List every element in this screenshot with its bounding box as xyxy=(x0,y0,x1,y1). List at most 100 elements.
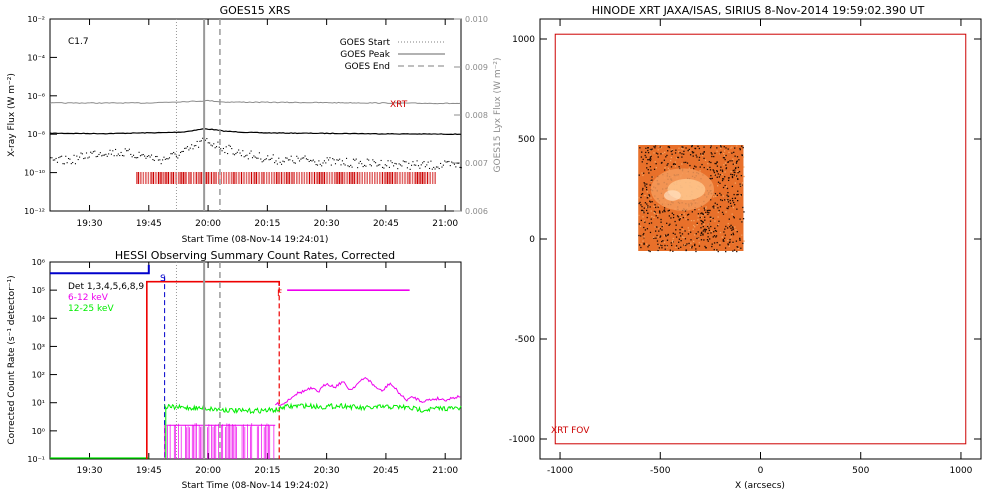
xrt-image-pixel xyxy=(713,242,716,244)
xrt-image-pixel xyxy=(670,217,672,219)
xrt-image-pixel xyxy=(698,238,700,240)
goes-short-channel-point xyxy=(137,157,139,159)
goes-short-channel-point xyxy=(142,153,144,156)
xrt-image-pixel xyxy=(681,214,683,216)
xrt-image-pixel xyxy=(698,242,700,244)
xrt-y-tick-label: 1000 xyxy=(512,35,535,45)
xrt-image-pixel xyxy=(701,163,703,166)
xrt-image-pixel xyxy=(724,184,726,187)
xrt-image-pixel xyxy=(678,219,681,221)
xrt-image-pixel xyxy=(667,210,669,212)
xrt-image-pixel xyxy=(710,230,713,232)
xrt-image-pixel xyxy=(707,240,709,242)
xrt-image-pixel xyxy=(675,245,678,247)
goes-short-channel-point xyxy=(265,158,267,160)
xrt-image-pixel xyxy=(666,222,668,224)
xrt-image-pixel xyxy=(649,159,652,162)
xrt-image-pixel xyxy=(661,240,663,243)
goes-short-channel-point xyxy=(214,147,216,149)
xrt-image-pixel xyxy=(675,229,677,231)
xrt-image-pixel xyxy=(705,206,707,208)
xrt-image-pixel xyxy=(714,152,716,154)
xrt-fov-box xyxy=(554,33,967,445)
xrt-image-pixel xyxy=(710,217,712,219)
xrt-image-pixel xyxy=(727,191,729,194)
xrt-image-pixel xyxy=(702,230,704,232)
xrt-image-pixel xyxy=(701,231,703,234)
xrt-image-pixel xyxy=(719,182,721,185)
xrt-image-pixel xyxy=(640,196,642,199)
xrt-image-pixel xyxy=(719,145,722,147)
xrt-image-pixel xyxy=(679,232,681,234)
xrt-image-pixel xyxy=(679,235,682,237)
goes-short-channel-point xyxy=(59,156,61,158)
xrt-image-pixel xyxy=(641,161,643,163)
goes-short-channel-point xyxy=(404,161,406,163)
goes-short-channel-point xyxy=(170,153,172,155)
xrt-image-pixel xyxy=(678,151,680,153)
xrt-image-pixel xyxy=(645,189,648,191)
goes-short-channel-point xyxy=(213,143,215,145)
xrt-image-pixel xyxy=(727,243,729,245)
xrt-image-pixel xyxy=(687,149,689,152)
xrt-image-pixel xyxy=(694,226,696,228)
goes-short-channel-point xyxy=(398,163,400,165)
xrt-image-pixel xyxy=(654,145,657,147)
xrt-image-pixel xyxy=(722,178,725,180)
goes-short-channel-point xyxy=(319,163,321,165)
xrt-image-pixel xyxy=(731,174,734,176)
xrt-image-pixel xyxy=(701,223,703,225)
goes-y2-tick-label: 0.008 xyxy=(465,111,488,120)
xrt-image-pixel xyxy=(650,158,652,160)
xrt-image-pixel xyxy=(697,231,699,233)
goes-short-channel-point xyxy=(357,167,359,169)
goes-short-channel-point xyxy=(419,167,421,169)
xrt-image-pixel xyxy=(663,241,666,243)
goes-short-channel-point xyxy=(120,151,122,154)
goes-short-channel-point xyxy=(301,157,303,159)
goes-short-channel-point xyxy=(263,160,265,162)
xrt-image-pixel xyxy=(664,234,667,236)
xrt-image-pixel xyxy=(737,190,739,192)
xrt-image-pixel xyxy=(713,170,715,172)
xrt-image-pixel xyxy=(643,182,645,184)
xrt-image-pixel xyxy=(736,170,738,173)
xrt-image-pixel xyxy=(657,236,659,238)
xrt-image-pixel xyxy=(700,239,703,241)
xrt-image-pixel xyxy=(712,169,714,171)
xrt-image-pixel xyxy=(679,214,681,216)
xrt-image-pixel xyxy=(667,163,669,165)
xrt-image-pixel xyxy=(734,171,736,174)
goes-short-channel-point xyxy=(372,159,374,161)
xrt-image-pixel xyxy=(701,214,703,217)
xrt-image-pixel xyxy=(655,163,657,165)
hessi-y-tick-label: 10³ xyxy=(32,342,45,351)
xrt-image-pixel xyxy=(716,147,718,149)
xrt-image-pixel xyxy=(646,209,648,212)
xrt-x-tick-label: 0 xyxy=(758,466,764,476)
xrt-image-pixel xyxy=(659,146,661,148)
xrt-image-pixel xyxy=(726,227,729,229)
xrt-image-pixel xyxy=(711,245,713,248)
xrt-image-pixel xyxy=(646,228,649,230)
hessi-y-tick-label: 10² xyxy=(32,371,45,380)
xrt-image-pixel xyxy=(704,219,706,221)
xrt-image-pixel xyxy=(650,180,652,182)
xrt-image-pixel xyxy=(725,186,727,188)
xrt-image-pixel xyxy=(645,186,648,189)
xrt-image-pixel xyxy=(681,163,683,165)
goes-short-channel-point xyxy=(395,163,397,165)
xrt-image-pixel xyxy=(705,229,708,231)
xrt-title: HINODE XRT JAXA/ISAS, SIRIUS 8-Nov-2014 … xyxy=(592,4,925,17)
xrt-image-pixel xyxy=(657,248,659,251)
goes-short-channel-point xyxy=(278,157,280,159)
goes-x-tick-label: 20:15 xyxy=(254,219,280,229)
xrt-image-pixel xyxy=(675,149,677,151)
xrt-image-pixel xyxy=(680,240,682,242)
xrt-image-pixel xyxy=(644,194,646,197)
goes-short-channel-point xyxy=(105,153,107,155)
xrt-image-pixel xyxy=(726,207,728,209)
goes-short-channel-point xyxy=(386,165,388,167)
xrt-image-pixel xyxy=(658,227,660,229)
xrt-image-pixel xyxy=(720,147,722,149)
